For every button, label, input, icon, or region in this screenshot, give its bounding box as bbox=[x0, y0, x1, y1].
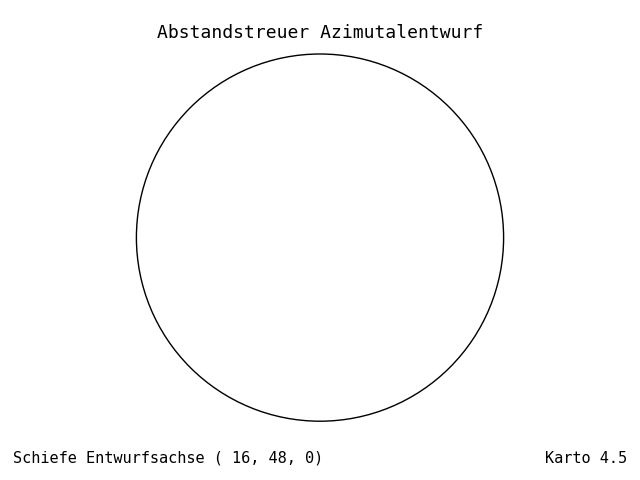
Text: Schiefe Entwurfsachse ( 16, 48, 0): Schiefe Entwurfsachse ( 16, 48, 0) bbox=[13, 451, 323, 466]
Text: Abstandstreuer Azimutalentwurf: Abstandstreuer Azimutalentwurf bbox=[157, 24, 483, 42]
Text: Karto 4.5: Karto 4.5 bbox=[545, 451, 627, 466]
